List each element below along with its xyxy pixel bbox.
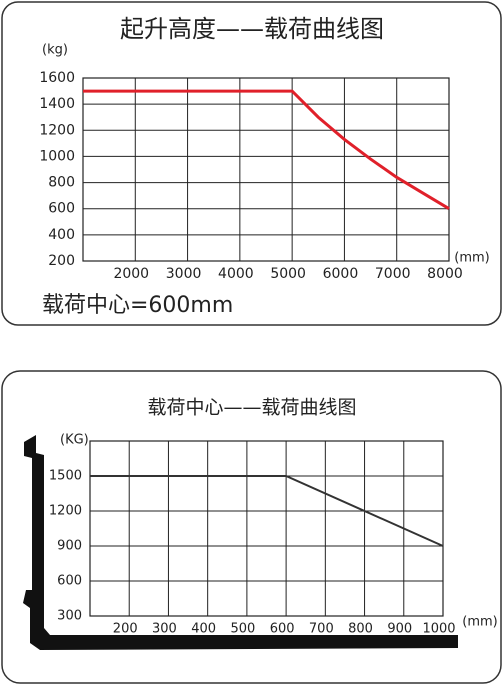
y-axis-label: (KG) [60, 433, 89, 448]
x-axis-label: (mm) [454, 251, 489, 266]
y-tick-label: 200 [48, 253, 75, 269]
x-tick-label: 1000 [422, 622, 455, 637]
data-line [83, 89, 450, 211]
y-tick-label: 1000 [39, 148, 75, 164]
plot-frame [82, 77, 450, 262]
data-line [90, 475, 444, 547]
y-tick-label: 1600 [39, 70, 75, 86]
y-tick-label: 800 [48, 175, 75, 191]
y-tick-label: 900 [57, 539, 82, 554]
x-tick-label: 2000 [113, 266, 149, 282]
y-tick-label: 1400 [39, 96, 75, 112]
y-axis-label: (kg) [42, 43, 68, 58]
x-tick-label: 800 [348, 622, 373, 637]
annotation: 载荷中心=600mm [42, 293, 233, 318]
x-tick-label: 7000 [375, 266, 411, 282]
chart-title: 起升高度——载荷曲线图 [120, 15, 384, 43]
x-tick-label: 400 [191, 622, 216, 637]
x-tick-label: 300 [152, 622, 177, 637]
chart-title: 载荷中心——载荷曲线图 [147, 397, 356, 419]
y-tick-label: 400 [48, 227, 75, 243]
x-tick-label: 5000 [270, 266, 306, 282]
x-axis-label: (mm) [462, 615, 497, 630]
panel [1, 370, 502, 684]
plot-frame [89, 440, 444, 617]
x-tick-label: 200 [113, 622, 138, 637]
panel [1, 1, 502, 326]
x-tick-label: 6000 [323, 266, 359, 282]
x-tick-label: 500 [230, 622, 255, 637]
x-tick-label: 3000 [166, 266, 202, 282]
y-tick-label: 1200 [49, 504, 82, 519]
y-tick-label: 300 [57, 609, 82, 624]
x-tick-label: 8000 [427, 266, 463, 282]
y-tick-label: 1500 [49, 469, 82, 484]
x-tick-label: 4000 [218, 266, 254, 282]
y-tick-label: 1200 [39, 122, 75, 138]
y-tick-label: 600 [57, 574, 82, 589]
x-tick-label: 700 [309, 622, 334, 637]
y-tick-label: 600 [48, 201, 75, 217]
fork-icon [23, 435, 458, 650]
x-tick-label: 900 [387, 622, 412, 637]
x-tick-label: 600 [270, 622, 295, 637]
